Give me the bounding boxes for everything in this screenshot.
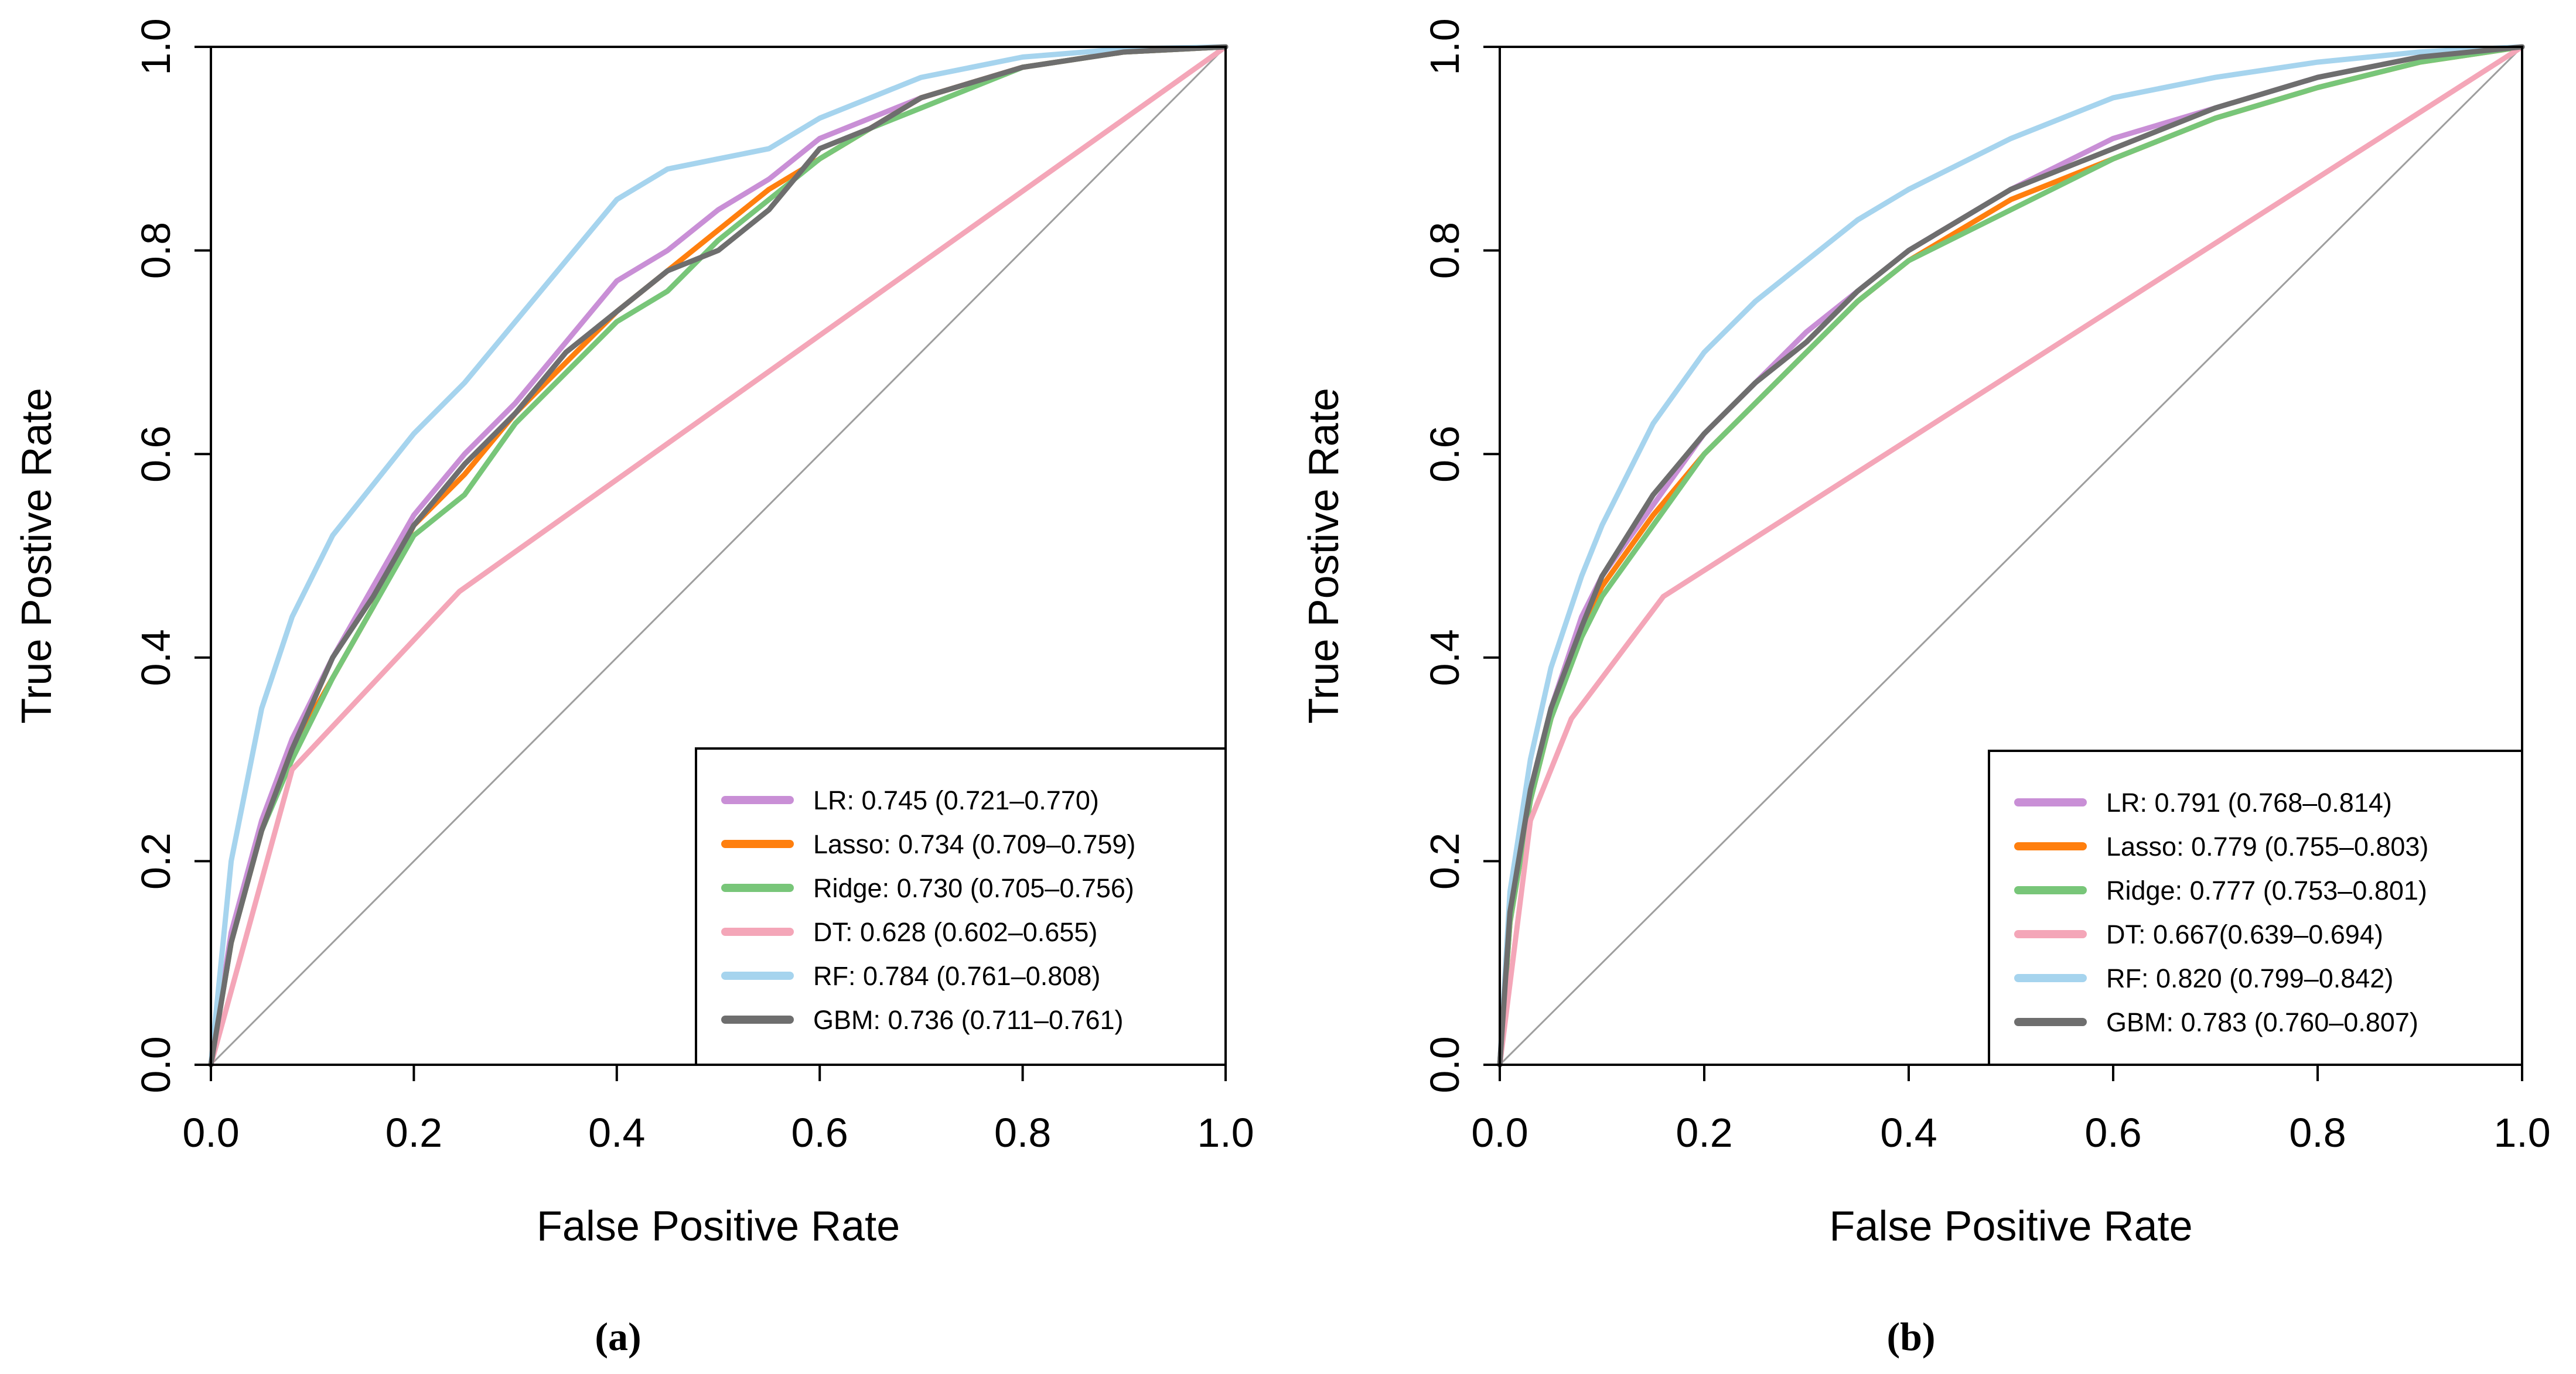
y-tick-label: 0.8 xyxy=(1422,222,1468,279)
x-tick-label: 0.0 xyxy=(182,1110,239,1156)
roc-line-dt xyxy=(208,44,1229,1068)
panel-label: (b) xyxy=(1886,1314,1935,1359)
y-tick-label: 0.6 xyxy=(1422,426,1468,483)
x-tick-label: 0.2 xyxy=(1676,1110,1732,1156)
legend-label-lasso: Lasso: 0.779 (0.755–0.803) xyxy=(2106,832,2428,862)
legend-label-ridge: Ridge: 0.777 (0.753–0.801) xyxy=(2106,876,2427,905)
x-tick-label: 0.8 xyxy=(2289,1110,2346,1156)
x-axis-title: False Positive Rate xyxy=(1829,1203,2192,1250)
legend: LR: 0.791 (0.768–0.814) Lasso: 0.779 (0.7… xyxy=(1988,750,2523,1066)
x-tick-label: 1.0 xyxy=(2493,1110,2550,1156)
legend-label-dt: DT: 0.628 (0.602–0.655) xyxy=(813,917,1097,947)
legend-label-gbm: GBM: 0.736 (0.711–0.761) xyxy=(813,1005,1124,1035)
y-tick-label: 0.6 xyxy=(133,426,179,483)
y-axis: 0.0 0.2 0.4 0.6 0.8 1.0 xyxy=(133,18,211,1093)
legend-label-gbm: GBM: 0.783 (0.760–0.807) xyxy=(2106,1007,2418,1037)
legend: LR: 0.745 (0.721–0.770) Lasso: 0.734 (0.7… xyxy=(695,747,1227,1066)
roc-line-gbm xyxy=(1497,44,2525,1068)
y-axis-title: True Postive Rate xyxy=(13,388,60,724)
x-tick-label: 1.0 xyxy=(1197,1110,1254,1156)
y-tick-label: 0.0 xyxy=(133,1036,179,1093)
roc-line-rf xyxy=(1497,44,2525,1068)
x-tick-label: 0.8 xyxy=(994,1110,1051,1156)
legend-label-lasso: Lasso: 0.734 (0.709–0.759) xyxy=(813,829,1135,859)
x-tick-label: 0.2 xyxy=(385,1110,442,1156)
y-tick-label: 0.8 xyxy=(133,222,179,279)
diagonal-reference-line xyxy=(1499,46,2523,1066)
x-tick-label: 0.0 xyxy=(1471,1110,1528,1156)
y-axis-title: True Postive Rate xyxy=(1301,388,1347,724)
x-tick-label: 0.6 xyxy=(791,1110,848,1156)
y-tick-label: 0.2 xyxy=(1422,833,1468,890)
x-axis: 0.0 0.2 0.4 0.6 0.8 1.0 xyxy=(1471,1065,2551,1156)
legend-label-rf: RF: 0.784 (0.761–0.808) xyxy=(813,961,1100,991)
y-tick-label: 0.4 xyxy=(133,629,179,686)
legend-label-ridge: Ridge: 0.730 (0.705–0.756) xyxy=(813,873,1134,903)
y-tick-label: 1.0 xyxy=(133,18,179,75)
x-axis: 0.0 0.2 0.4 0.6 0.8 1.0 xyxy=(182,1065,1254,1156)
y-axis: 0.0 0.2 0.4 0.6 0.8 1.0 xyxy=(1422,18,1500,1093)
panel-label: (a) xyxy=(595,1314,641,1359)
roc-line-ridge xyxy=(208,44,1229,1068)
y-tick-label: 0.4 xyxy=(1422,629,1468,686)
panel-b: 0.0 0.2 0.4 0.6 0.8 1.0 0.0 0.2 0.4 0.6 0.8 1.0 Fals… xyxy=(1301,18,2551,1359)
y-tick-label: 0.0 xyxy=(1422,1036,1468,1093)
x-tick-label: 0.4 xyxy=(588,1110,645,1156)
diagonal-reference-line xyxy=(210,46,1227,1066)
roc-line-dt xyxy=(1497,44,2525,1068)
x-tick-label: 0.6 xyxy=(2084,1110,2141,1156)
roc-line-gbm xyxy=(208,44,1229,1068)
roc-line-rf xyxy=(208,44,1229,1068)
legend-label-dt: DT: 0.667(0.639–0.694) xyxy=(2106,920,2383,949)
y-tick-label: 0.2 xyxy=(133,833,179,890)
legend-label-lr: LR: 0.745 (0.721–0.770) xyxy=(813,785,1099,815)
x-axis-title: False Positive Rate xyxy=(537,1203,900,1250)
y-tick-label: 1.0 xyxy=(1422,18,1468,75)
panel-a: 0.0 0.2 0.4 0.6 0.8 1.0 0.0 0.2 0.4 0.6 0.8 1.0 Fals… xyxy=(13,18,1254,1359)
legend-label-rf: RF: 0.820 (0.799–0.842) xyxy=(2106,963,2393,993)
legend-label-lr: LR: 0.791 (0.768–0.814) xyxy=(2106,788,2392,818)
x-tick-label: 0.4 xyxy=(1880,1110,1937,1156)
